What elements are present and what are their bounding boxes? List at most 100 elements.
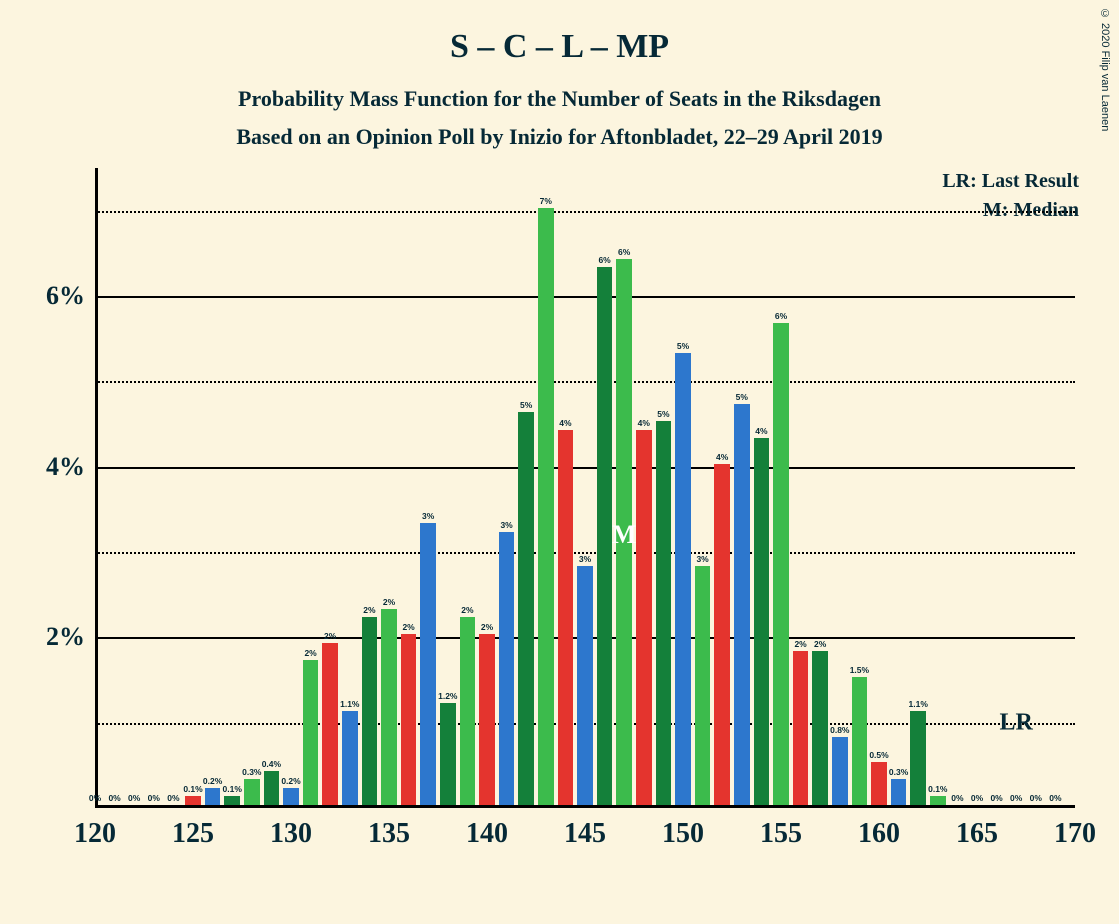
- bar: [342, 711, 358, 805]
- bar: [185, 796, 201, 805]
- bar: [597, 267, 613, 805]
- chart-canvas: © 2020 Filip van Laenen S – C – L – MP P…: [0, 0, 1119, 924]
- chart-subtitle-2: Based on an Opinion Poll by Inizio for A…: [0, 124, 1119, 150]
- bar: [910, 711, 926, 805]
- bar-value-label: 0.2%: [281, 776, 300, 786]
- bar: [479, 634, 495, 805]
- bar-value-label: 3%: [500, 520, 512, 530]
- x-tick-label: 130: [270, 818, 312, 850]
- bar-value-label: 0%: [89, 793, 101, 803]
- bar-value-label: 2%: [383, 597, 395, 607]
- gridline-major: [95, 296, 1075, 298]
- bar: [538, 208, 554, 805]
- bar-value-label: 0%: [1030, 793, 1042, 803]
- bar-value-label: 0.4%: [262, 759, 281, 769]
- x-tick-label: 125: [172, 818, 214, 850]
- bar-value-label: 5%: [657, 409, 669, 419]
- bar-value-label: 0%: [128, 793, 140, 803]
- bar: [871, 762, 887, 805]
- x-tick-label: 135: [368, 818, 410, 850]
- y-axis: [95, 168, 98, 808]
- bar: [420, 523, 436, 805]
- bar-value-label: 0.3%: [242, 767, 261, 777]
- bar-value-label: 3%: [579, 554, 591, 564]
- bar: [322, 643, 338, 805]
- bar: [401, 634, 417, 805]
- y-tick-label: 6%: [46, 281, 85, 311]
- bar: [675, 353, 691, 805]
- bar: [244, 779, 260, 805]
- bar-value-label: 3%: [696, 554, 708, 564]
- x-tick-label: 120: [74, 818, 116, 850]
- bar: [224, 796, 240, 805]
- bar: [793, 651, 809, 805]
- bar-value-label: 0%: [167, 793, 179, 803]
- bar: [695, 566, 711, 805]
- bar-value-label: 0%: [148, 793, 160, 803]
- gridline-minor: [95, 381, 1075, 383]
- bar-value-label: 0.1%: [223, 784, 242, 794]
- bar: [734, 404, 750, 805]
- bar: [205, 788, 221, 805]
- bar-value-label: 4%: [716, 452, 728, 462]
- bar: [773, 323, 789, 805]
- bar-value-label: 2%: [794, 639, 806, 649]
- x-axis: [95, 805, 1075, 808]
- plot-area: 2%4%6%1201251301351401451501551601651700…: [95, 168, 1075, 808]
- bar-value-label: 2%: [324, 631, 336, 641]
- bar: [518, 412, 534, 805]
- bar-value-label: 0.1%: [928, 784, 947, 794]
- bar-value-label: 0%: [108, 793, 120, 803]
- x-tick-label: 140: [466, 818, 508, 850]
- bar: [362, 617, 378, 805]
- bar-value-label: 0.5%: [869, 750, 888, 760]
- bar: [812, 651, 828, 805]
- bar: [832, 737, 848, 805]
- bar-value-label: 2%: [363, 605, 375, 615]
- bar: [303, 660, 319, 805]
- x-tick-label: 160: [858, 818, 900, 850]
- bar: [930, 796, 946, 805]
- bar-value-label: 0.8%: [830, 725, 849, 735]
- median-marker: M: [612, 520, 637, 550]
- bar: [891, 779, 907, 805]
- gridline-minor: [95, 211, 1075, 213]
- bar: [440, 703, 456, 805]
- chart-title: S – C – L – MP: [0, 28, 1119, 66]
- bar-value-label: 5%: [736, 392, 748, 402]
- bar-value-label: 7%: [540, 196, 552, 206]
- bar-value-label: 0%: [951, 793, 963, 803]
- bar: [558, 430, 574, 805]
- bar: [852, 677, 868, 805]
- bar-value-label: 0%: [990, 793, 1002, 803]
- bar: [577, 566, 593, 805]
- bar-value-label: 0.1%: [183, 784, 202, 794]
- x-tick-label: 155: [760, 818, 802, 850]
- chart-subtitle-1: Probability Mass Function for the Number…: [0, 86, 1119, 112]
- bar-value-label: 1.5%: [850, 665, 869, 675]
- bar: [283, 788, 299, 805]
- bar-value-label: 2%: [461, 605, 473, 615]
- bar: [264, 771, 280, 805]
- bar-value-label: 2%: [481, 622, 493, 632]
- bar-value-label: 4%: [559, 418, 571, 428]
- x-tick-label: 165: [956, 818, 998, 850]
- y-tick-label: 4%: [46, 452, 85, 482]
- bar-value-label: 5%: [677, 341, 689, 351]
- y-tick-label: 2%: [46, 622, 85, 652]
- bar: [754, 438, 770, 805]
- x-tick-label: 145: [564, 818, 606, 850]
- bar-value-label: 5%: [520, 400, 532, 410]
- bar-value-label: 1.1%: [340, 699, 359, 709]
- bar: [656, 421, 672, 805]
- bar-value-label: 0%: [1049, 793, 1061, 803]
- bar: [381, 609, 397, 805]
- bar-value-label: 4%: [638, 418, 650, 428]
- copyright-text: © 2020 Filip van Laenen: [1099, 8, 1111, 131]
- bar-value-label: 2%: [402, 622, 414, 632]
- bar-value-label: 0.2%: [203, 776, 222, 786]
- bar-value-label: 2%: [304, 648, 316, 658]
- bar-value-label: 6%: [618, 247, 630, 257]
- x-tick-label: 150: [662, 818, 704, 850]
- bar-value-label: 2%: [814, 639, 826, 649]
